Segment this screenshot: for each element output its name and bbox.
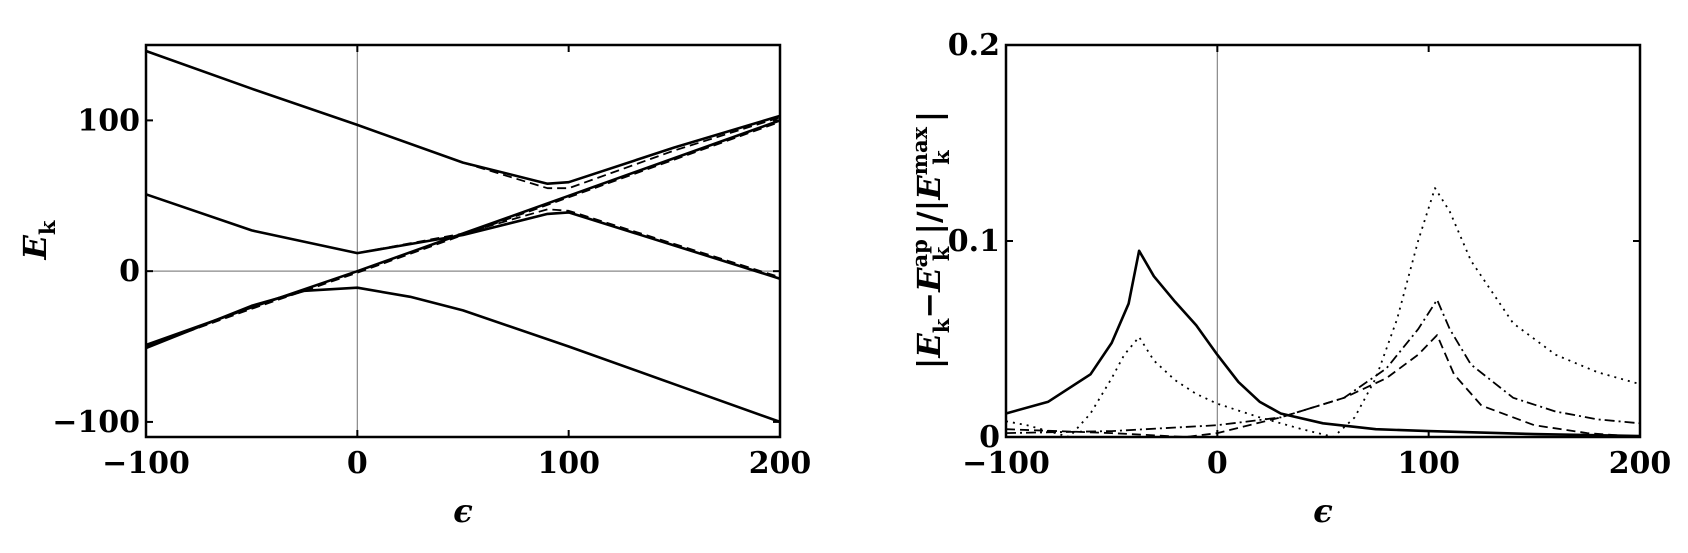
series-line-1: [145, 49, 781, 185]
series-line-4: [145, 193, 781, 279]
zero-lines: [146, 45, 780, 437]
x-tick-label: 0: [347, 446, 368, 481]
x-tick-label: −100: [102, 446, 190, 481]
series-line-3: [145, 193, 781, 280]
series-line-5: [145, 119, 781, 347]
x-axis-label: ϵ: [1313, 492, 1332, 530]
series-line-4: [1005, 334, 1641, 438]
y-axis-label: Ek: [16, 220, 60, 260]
plot-frame: [1004, 43, 1642, 439]
svg-text:|Ek−Eapk|/|Emaxk|: |Ek−Eapk|/|Emaxk|: [907, 111, 954, 370]
series-line-1: [1005, 249, 1641, 438]
x-tick-label: 100: [537, 446, 600, 481]
x-tick-label: 200: [1609, 446, 1672, 481]
series-line-7: [145, 286, 781, 424]
x-axis-label: ϵ: [453, 492, 472, 530]
y-tick-label: 0: [979, 420, 1000, 455]
series-line-2: [1005, 187, 1641, 438]
y-tick-label: 0.1: [948, 224, 1000, 259]
x-tick-label: 100: [1397, 446, 1460, 481]
series-line-6: [145, 121, 781, 348]
y-axis-label: |Ek−Eapk|/|Emaxk|: [907, 111, 954, 370]
svg-text:Ek: Ek: [16, 220, 60, 260]
y-tick-label: −100: [52, 405, 140, 440]
plot-frame: [144, 43, 782, 439]
y-tick-label: 0.2: [948, 28, 1000, 63]
series-line-3: [1005, 298, 1641, 434]
x-tick-label: −100: [962, 446, 1050, 481]
series-group: [1005, 187, 1641, 438]
x-tick-label: 0: [1207, 446, 1228, 481]
tick-group: −100 0 100 200 −100 0 100: [52, 45, 811, 481]
x-tick-label: 200: [749, 446, 812, 481]
series-line-2: [145, 50, 781, 190]
y-tick-label: 0: [119, 254, 140, 289]
series-group: [145, 49, 781, 424]
y-tick-label: 100: [77, 103, 140, 138]
energy-chart: −100 0 100 200 −100 0 100 ϵ Ek: [16, 43, 811, 530]
